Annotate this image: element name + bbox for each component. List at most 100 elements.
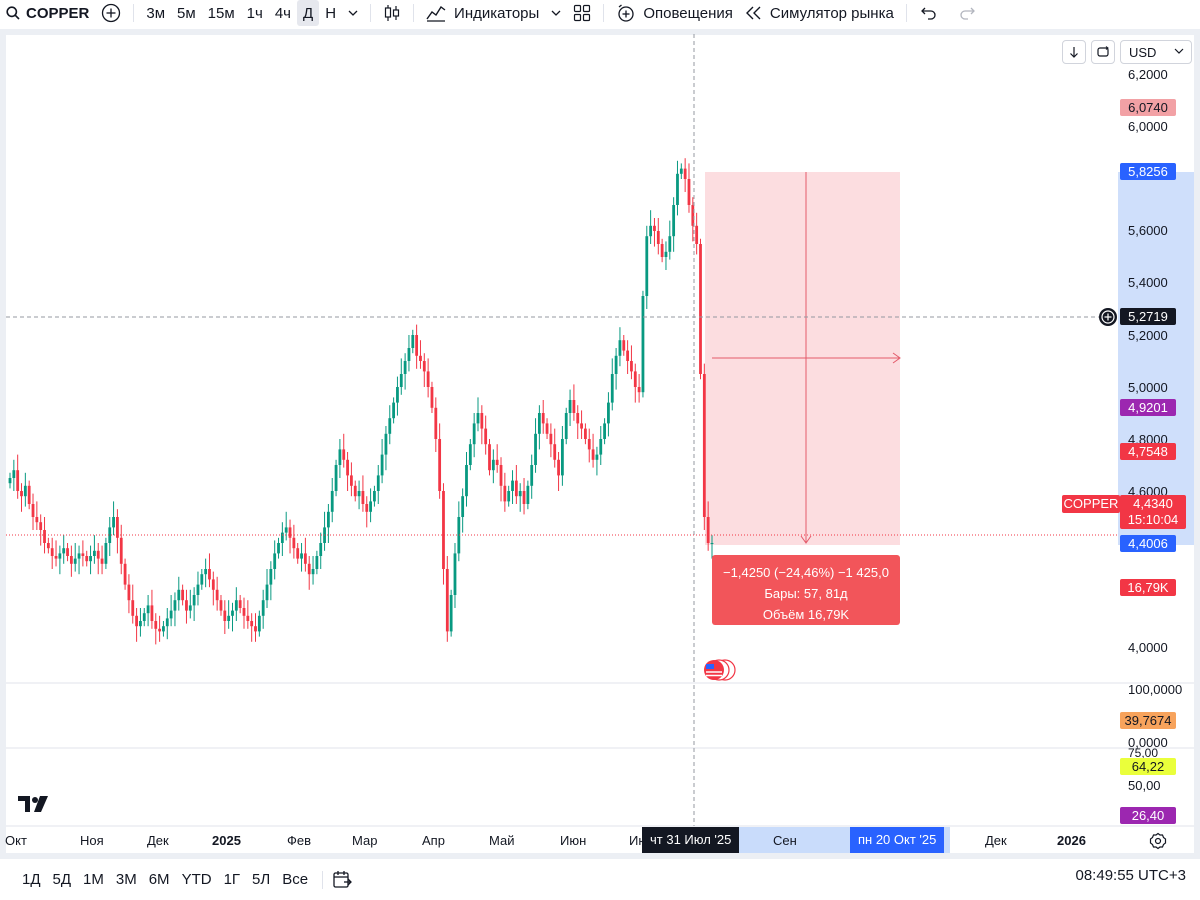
candle-body	[169, 610, 173, 619]
candle-body	[630, 361, 633, 372]
candle-body	[173, 600, 177, 611]
auto-scale-button[interactable]	[1091, 40, 1115, 64]
candle-body	[31, 504, 35, 517]
candle-body	[20, 491, 23, 497]
price-axis-tick: 5,0000	[1128, 380, 1168, 395]
market-simulator-button[interactable]: Симулятор рынка	[739, 0, 900, 26]
time-axis-label: Дек	[985, 833, 1007, 848]
candle-body	[288, 527, 292, 538]
interval-15m[interactable]: 15м	[207, 4, 235, 22]
toolbar-divider	[133, 4, 135, 22]
range-all[interactable]: Все	[282, 871, 309, 888]
candle-body	[691, 205, 695, 226]
date-range-calendar-icon[interactable]	[331, 869, 353, 891]
candle-body	[16, 470, 20, 491]
candle-body	[200, 574, 204, 585]
candle-body	[303, 553, 307, 564]
candle-body	[62, 548, 66, 554]
scroll-to-realtime-button[interactable]	[1062, 40, 1086, 64]
candle-body	[211, 579, 215, 590]
range-ytd[interactable]: YTD	[181, 871, 212, 888]
candle-body	[488, 444, 491, 471]
market-simulator-label: Симулятор рынка	[769, 4, 894, 22]
candle-body	[649, 225, 653, 237]
currency-selector[interactable]: USD	[1120, 40, 1192, 64]
range-6m[interactable]: 6М	[148, 871, 170, 888]
candle-body	[407, 348, 411, 361]
high-price-label: 6,0740	[1120, 99, 1176, 116]
candle-body	[591, 449, 595, 460]
candle-body	[584, 428, 587, 439]
add-circle-icon	[102, 3, 121, 23]
symbol-search-button[interactable]: COPPER	[0, 0, 95, 26]
chart-type-button[interactable]	[377, 0, 407, 26]
alerts-button[interactable]: Оповещения	[610, 0, 739, 26]
tradingview-logo[interactable]	[18, 796, 50, 814]
compare-symbol-button[interactable]	[95, 0, 127, 26]
candle-body	[388, 418, 392, 434]
measure-info-box: −1,4250 (−24,46%) −1 425,0 Бары: 57, 81д…	[712, 555, 900, 625]
candle-body	[376, 475, 380, 491]
candle-body	[396, 387, 399, 403]
indicators-button[interactable]: Индикаторы	[420, 0, 545, 26]
candle-body	[231, 610, 234, 616]
candle-body	[254, 626, 257, 632]
candle-body	[269, 569, 273, 585]
candle-body	[683, 168, 687, 179]
time-axis-settings-gear-icon[interactable]	[1149, 832, 1167, 850]
interval-5m[interactable]: 5м	[177, 4, 196, 22]
range-end-time-badge: пн 20 Окт '25	[850, 827, 945, 853]
candle-body	[112, 517, 115, 528]
candle-body	[100, 558, 104, 564]
range-1d[interactable]: 1Д	[22, 871, 41, 888]
indicator-axis-tick: 0,0000	[1128, 735, 1168, 750]
candle-body	[426, 371, 430, 387]
interval-day[interactable]: Д	[297, 0, 320, 26]
candle-body	[135, 615, 138, 627]
candle-body	[484, 428, 488, 445]
range-1m[interactable]: 1М	[83, 871, 104, 888]
candle-body	[27, 485, 31, 504]
candle-body	[181, 589, 185, 601]
candle-body	[96, 550, 100, 559]
undo-button[interactable]	[913, 0, 943, 26]
candle-body	[430, 387, 434, 408]
time-axis-label: Фев	[287, 833, 312, 848]
candle-body	[614, 355, 618, 374]
candle-body	[415, 335, 419, 356]
range-5d[interactable]: 5Д	[52, 871, 72, 888]
interval-dropdown-button[interactable]	[342, 0, 364, 26]
interval-4h[interactable]: 4ч	[274, 4, 292, 22]
layouts-button[interactable]	[567, 0, 597, 26]
candle-body	[438, 439, 442, 491]
interval-1h[interactable]: 1ч	[246, 4, 263, 22]
candle-body	[679, 168, 683, 174]
candle-body	[522, 491, 526, 504]
crosshair-add-button[interactable]	[1099, 308, 1117, 326]
candle-body	[453, 553, 457, 595]
range-1y[interactable]: 1Г	[223, 871, 241, 888]
chart-frame-top	[0, 29, 1200, 35]
rewind-icon	[745, 6, 761, 20]
range-3m[interactable]: 3М	[115, 871, 137, 888]
redo-button[interactable]	[953, 0, 983, 26]
interval-week[interactable]: Н	[325, 4, 337, 22]
candle-body	[511, 480, 514, 491]
currency-value: USD	[1129, 44, 1157, 60]
indicator-axis-tick: 75,00	[1128, 746, 1159, 760]
candle-body	[541, 413, 545, 424]
candle-body	[476, 413, 480, 424]
last-price-value: 4,4340	[1133, 496, 1173, 511]
indicators-dropdown-button[interactable]	[545, 0, 567, 26]
range-5y[interactable]: 5Л	[252, 871, 271, 888]
candle-body	[384, 433, 388, 455]
us-flag-events-icon[interactable]	[703, 659, 737, 681]
measure-down-arrow	[800, 535, 812, 544]
measure-right-arrow	[892, 352, 901, 364]
price-chart[interactable]	[0, 0, 1200, 860]
interval-3m[interactable]: 3м	[146, 4, 166, 22]
candle-body	[499, 465, 503, 486]
candle-body	[35, 517, 39, 523]
candle-body	[645, 236, 649, 296]
indicator-price-label: 4,7548	[1120, 443, 1176, 460]
